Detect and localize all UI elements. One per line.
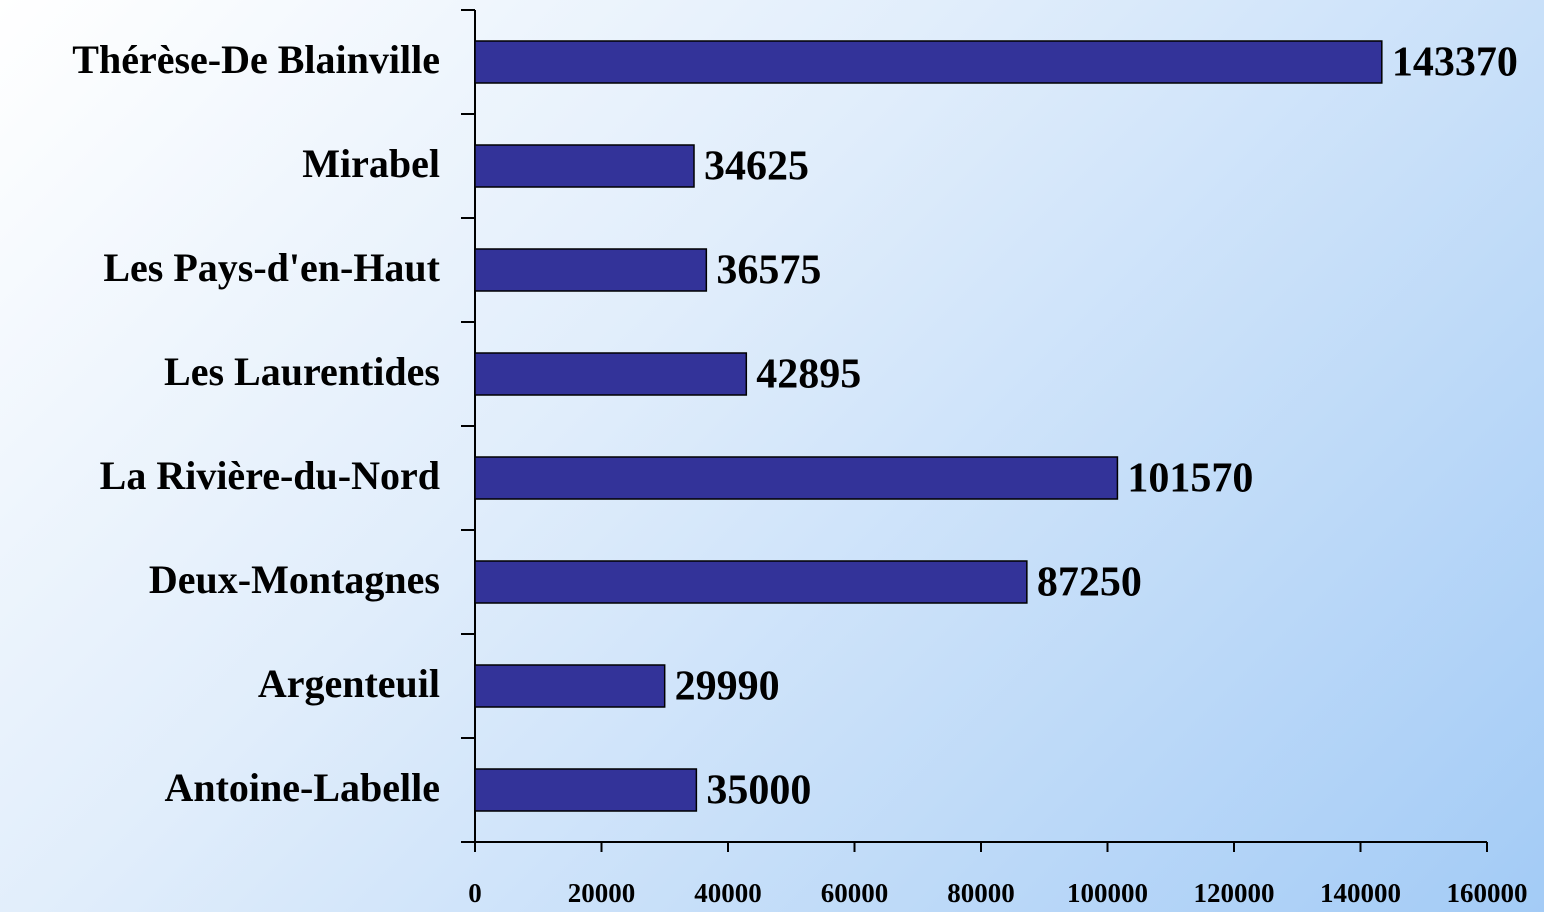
x-tick-label: 0	[468, 878, 482, 908]
x-tick-label: 140000	[1320, 878, 1401, 908]
bar	[474, 456, 1119, 500]
category-label: Les Pays-d'en-Haut	[103, 245, 440, 290]
x-tick-label: 80000	[947, 878, 1015, 908]
x-tick-label: 100000	[1067, 878, 1148, 908]
value-label: 143370	[1392, 40, 1518, 86]
category-label: La Rivière-du-Nord	[100, 453, 440, 498]
value-label: 87250	[1037, 560, 1142, 606]
value-label: 101570	[1127, 456, 1253, 502]
bar	[474, 560, 1028, 604]
category-label: Thérèse-De Blainville	[72, 37, 440, 82]
category-label: Les Laurentides	[164, 349, 440, 394]
category-label: Deux-Montagnes	[149, 557, 440, 602]
category-label: Argenteuil	[258, 661, 440, 706]
bar	[474, 248, 708, 292]
bar	[474, 768, 698, 812]
x-tick-label: 40000	[694, 878, 762, 908]
x-tick-label: 20000	[568, 878, 636, 908]
bar	[474, 40, 1383, 84]
x-tick-label: 160000	[1447, 878, 1528, 908]
category-label: Mirabel	[302, 141, 440, 186]
value-label: 35000	[706, 768, 811, 814]
value-label: 29990	[675, 664, 780, 710]
value-label: 34625	[704, 144, 809, 190]
category-label: Antoine-Labelle	[164, 765, 440, 810]
value-label: 36575	[716, 248, 821, 294]
x-tick-label: 60000	[821, 878, 889, 908]
bar	[474, 144, 695, 188]
x-tick-label: 120000	[1194, 878, 1275, 908]
bar	[474, 664, 666, 708]
value-label: 42895	[756, 352, 861, 398]
bar	[474, 352, 748, 396]
